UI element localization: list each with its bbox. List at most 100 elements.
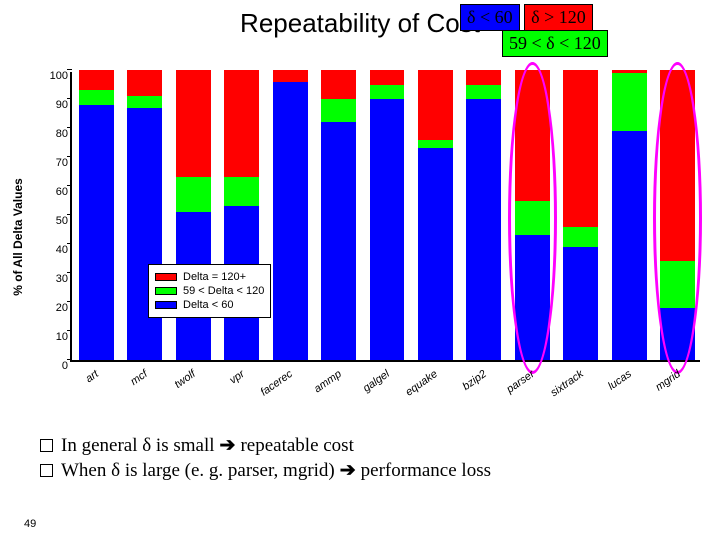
y-tick-mark [67, 214, 72, 215]
x-tick-label: facerec [259, 368, 295, 399]
bullet-1: In general δ is small ➔ repeatable cost [40, 434, 491, 457]
chart: % of All Delta Values 010203040506070809… [24, 72, 700, 402]
y-tick-label: 50 [42, 215, 68, 227]
y-tick-mark [67, 272, 72, 273]
legend-swatch [155, 301, 177, 309]
bar-segment [273, 70, 308, 82]
bullet-1-post: repeatable cost [240, 435, 353, 457]
bar-segment [127, 70, 162, 96]
y-axis-label: % of All Delta Values [11, 178, 25, 296]
x-tick-label: mcf [128, 368, 149, 388]
bar-segment [79, 90, 114, 105]
legend-item: Delta < 60 [155, 299, 264, 311]
bullet-2-post: performance loss [361, 460, 491, 482]
bar-segment [321, 122, 356, 360]
x-tick-label: sixtrack [548, 368, 585, 399]
y-tick-mark [67, 301, 72, 302]
bar-segment [660, 70, 695, 261]
bar-segment [321, 99, 356, 122]
bar-column [370, 72, 405, 360]
bar-segment [418, 70, 453, 140]
bar-column [612, 72, 647, 360]
badge-row-1: δ < 60 δ > 120 [460, 4, 593, 31]
bar-segment [612, 131, 647, 360]
badge-low: δ < 60 [460, 4, 520, 31]
x-tick-label: art [84, 368, 101, 385]
x-tick-label: equake [404, 368, 440, 399]
legend-item: Delta = 120+ [155, 271, 264, 283]
y-tick-mark [67, 185, 72, 186]
y-tick-label: 40 [42, 244, 68, 256]
bar-segment [176, 70, 211, 177]
bar-column [466, 72, 501, 360]
y-tick-label: 100 [42, 70, 68, 82]
bar-column [79, 72, 114, 360]
bar-column [563, 72, 598, 360]
bar-segment [515, 235, 550, 360]
x-tick-label: bzip2 [460, 368, 488, 393]
x-tick-label: galgel [361, 368, 392, 395]
y-tick-mark [67, 359, 72, 360]
badge-row-2: 59 < δ < 120 [502, 30, 608, 57]
y-tick-label: 80 [42, 128, 68, 140]
y-tick-mark [67, 98, 72, 99]
bar-segment [515, 201, 550, 236]
y-tick-label: 10 [42, 331, 68, 343]
bullet-list: In general δ is small ➔ repeatable cost … [40, 432, 491, 484]
bar-segment [370, 99, 405, 360]
x-tick-label: ammp [311, 368, 343, 395]
y-tick-label: 70 [42, 157, 68, 169]
bar-segment [127, 108, 162, 360]
legend-swatch [155, 287, 177, 295]
badge-mid: 59 < δ < 120 [502, 30, 608, 57]
page-title: Repeatability of Cost [240, 8, 480, 39]
y-tick-mark [67, 330, 72, 331]
bar-segment [79, 105, 114, 360]
bullet-box-icon [40, 439, 53, 452]
bar-segment [321, 70, 356, 99]
bar-column [321, 72, 356, 360]
bullet-1-pre: In general δ is small [61, 435, 215, 457]
bar-column [418, 72, 453, 360]
bar-segment [273, 82, 308, 360]
bar-segment [466, 70, 501, 85]
bar-segment [370, 85, 405, 100]
bar-segment [660, 261, 695, 307]
bar-segment [563, 70, 598, 227]
x-tick-label: parser [505, 368, 537, 396]
bar-segment [79, 70, 114, 90]
plot-area: 0102030405060708090100 [70, 72, 700, 362]
bar-segment [224, 70, 259, 177]
legend-swatch [155, 273, 177, 281]
bullet-2: When δ is large (e. g. parser, mgrid) ➔ … [40, 459, 491, 482]
bar-segment [176, 177, 211, 212]
bar-segment [563, 247, 598, 360]
bar-segment [612, 73, 647, 131]
arrow-icon: ➔ [220, 434, 236, 457]
bullet-box-icon [40, 464, 53, 477]
legend-label: 59 < Delta < 120 [183, 285, 264, 297]
legend-label: Delta = 120+ [183, 271, 246, 283]
bar-segment [418, 140, 453, 149]
y-tick-label: 20 [42, 302, 68, 314]
bar-segment [127, 96, 162, 108]
legend-item: 59 < Delta < 120 [155, 285, 264, 297]
legend-label: Delta < 60 [183, 299, 233, 311]
x-tick-label: mgrid [653, 368, 682, 394]
bar-segment [466, 85, 501, 100]
y-tick-mark [67, 127, 72, 128]
y-tick-mark [67, 156, 72, 157]
y-tick-mark [67, 69, 72, 70]
y-tick-label: 60 [42, 186, 68, 198]
arrow-icon: ➔ [340, 459, 356, 482]
bar-segment [563, 227, 598, 247]
y-tick-label: 0 [42, 360, 68, 372]
bar-column [273, 72, 308, 360]
badge-high: δ > 120 [524, 4, 593, 31]
bullet-2-pre: When δ is large (e. g. parser, mgrid) [61, 460, 335, 482]
x-tick-label: lucas [606, 368, 634, 393]
bar-segment [660, 308, 695, 360]
x-tick-label: twolf [173, 368, 198, 391]
bar-segment [370, 70, 405, 85]
y-tick-label: 30 [42, 273, 68, 285]
